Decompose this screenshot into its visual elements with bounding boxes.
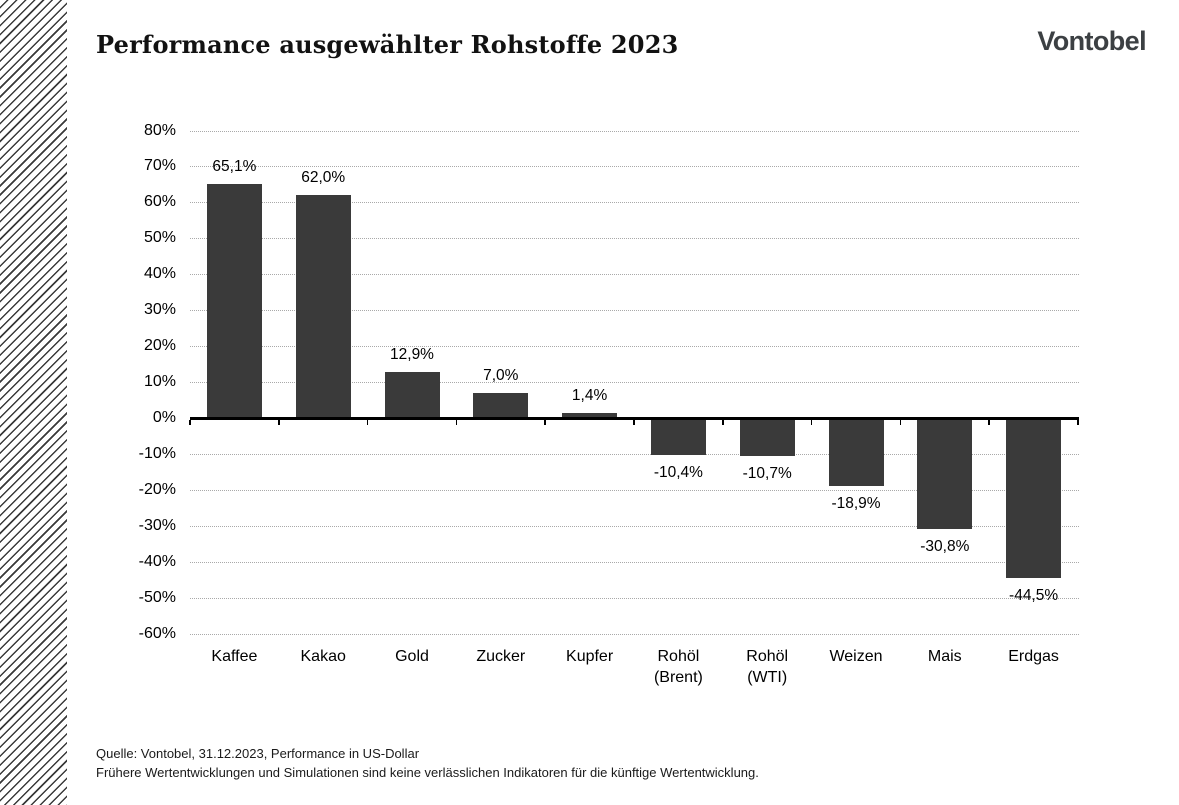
bar — [739, 418, 795, 457]
bar — [384, 371, 440, 418]
bar — [295, 195, 351, 418]
bar-value-label: 62,0% — [301, 169, 346, 187]
y-axis-tick-label: 10% — [143, 373, 176, 391]
x-axis-category-label: Kaffee — [211, 648, 258, 665]
y-axis-tick-label: 50% — [143, 229, 176, 247]
x-axis-category-label: Rohöl (Brent) — [653, 648, 703, 686]
gridline — [190, 238, 1079, 240]
y-axis-tick-label: 60% — [143, 193, 176, 211]
gridline — [190, 346, 1079, 348]
gridline — [190, 382, 1079, 384]
x-axis-category-label: Erdgas — [1008, 648, 1059, 665]
axis-tick — [366, 419, 369, 425]
axis-tick — [722, 419, 724, 425]
gridline — [190, 453, 1079, 455]
bar-value-label: -10,4% — [653, 464, 703, 482]
gridline — [190, 597, 1079, 599]
axis-tick — [988, 419, 990, 425]
bar-value-label: -30,8% — [920, 537, 970, 555]
gridline — [190, 166, 1079, 168]
gridline — [190, 489, 1079, 491]
y-axis-tick-label: 70% — [143, 157, 176, 175]
gridline — [190, 130, 1079, 132]
bar — [206, 184, 262, 418]
y-axis-tick-label: 40% — [143, 265, 176, 283]
x-axis-category-label: Mais — [927, 648, 962, 665]
y-axis-tick-label: -40% — [138, 552, 176, 570]
gridline — [190, 274, 1079, 276]
bar-value-label: -18,9% — [831, 494, 881, 512]
y-axis-tick-label: -60% — [138, 624, 176, 642]
bar-value-label: 7,0% — [483, 366, 519, 384]
disclaimer-line: Frühere Wertentwicklungen und Simulation… — [96, 765, 759, 780]
x-axis-category-label: Rohöl (WTI) — [746, 648, 789, 686]
x-axis-category-label: Zucker — [476, 648, 526, 665]
y-axis-tick-label: 0% — [152, 409, 176, 426]
axis-tick — [1077, 419, 1079, 425]
y-axis-tick-label: 20% — [143, 337, 176, 355]
axis-tick — [189, 419, 191, 425]
x-axis-category-label: Gold — [395, 648, 429, 665]
y-axis-tick-label: -20% — [138, 480, 176, 498]
axis-tick — [633, 419, 635, 425]
axis-tick — [544, 419, 546, 425]
axis-tick — [899, 419, 902, 425]
y-axis-tick-label: -50% — [138, 588, 176, 606]
x-axis-category-label: Kakao — [300, 648, 346, 665]
bar — [917, 418, 973, 529]
axis-tick — [278, 419, 280, 425]
bar — [1006, 418, 1062, 578]
y-axis-tick-label: 80% — [143, 121, 176, 139]
bar — [473, 392, 529, 418]
axis-tick — [810, 419, 813, 425]
source-line: Quelle: Vontobel, 31.12.2023, Performanc… — [96, 746, 420, 761]
bar-value-label: -10,7% — [742, 465, 792, 483]
gridline — [190, 561, 1079, 563]
bar — [650, 418, 706, 456]
gridline — [190, 633, 1079, 635]
bar — [828, 418, 884, 486]
bar-value-label: -44,5% — [1009, 586, 1059, 604]
y-axis-tick-label: -30% — [138, 516, 176, 534]
bar-value-label: 12,9% — [390, 345, 434, 363]
y-axis-tick-label: 30% — [143, 301, 176, 319]
decorative-hatch-stripe — [0, 0, 67, 805]
chart-title: Performance ausgewählter Rohstoffe 2023 — [96, 30, 679, 59]
vontobel-logo: Vontobel — [1037, 26, 1146, 56]
bar — [562, 412, 618, 418]
gridline — [190, 525, 1079, 527]
gridline — [190, 202, 1079, 204]
bar-value-label: 1,4% — [571, 386, 608, 404]
x-axis-line — [190, 416, 1079, 420]
y-axis-tick-label: -10% — [138, 444, 176, 462]
axis-tick — [455, 419, 458, 425]
footnote: Quelle: Vontobel, 31.12.2023, Performanc… — [96, 744, 759, 782]
x-axis-category-label: Kupfer — [566, 648, 614, 665]
bar-value-label: 65,1% — [212, 158, 257, 176]
gridline — [190, 310, 1079, 312]
x-axis-category-label: Weizen — [829, 648, 883, 665]
